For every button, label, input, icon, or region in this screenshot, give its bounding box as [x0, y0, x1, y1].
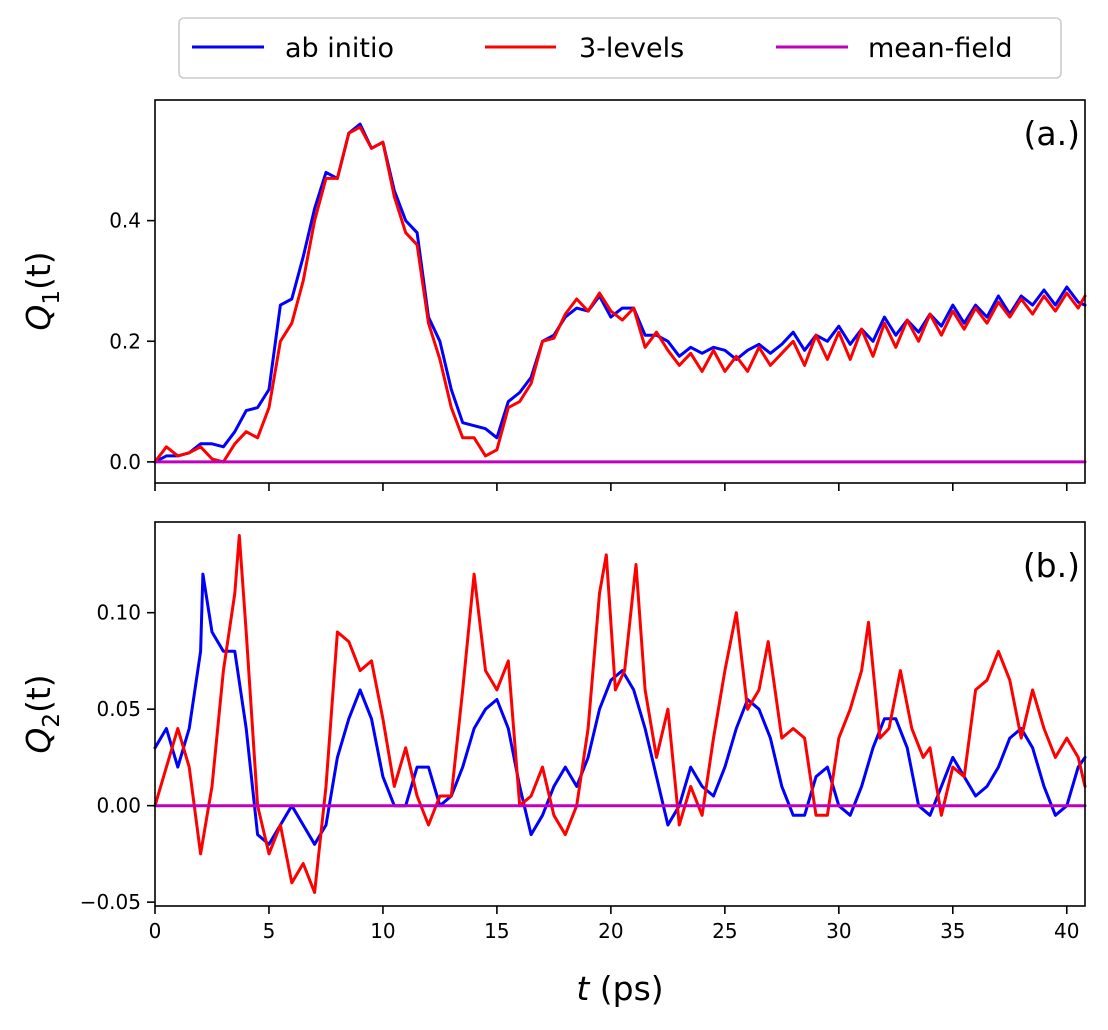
panel-b-series — [153, 534, 1087, 894]
panel-b-xtick-label: 40 — [1054, 919, 1079, 943]
panel-a-ylabel-base: Q — [19, 305, 58, 331]
panel-b-x-axis: 0 5 10 15 20 25 30 35 40 — [149, 906, 1079, 943]
legend-label-ab-initio: ab initio — [285, 33, 394, 64]
panel-a: 0.0 0.2 0.4 (a.) Q1(t) — [19, 99, 1087, 491]
panel-a-x-axis — [154, 483, 1068, 491]
panel-a-ylabel-sub: 1 — [39, 290, 65, 305]
panel-a-y-axis: 0.0 0.2 0.4 — [109, 209, 155, 474]
legend: ab initio 3-levels mean-field — [178, 17, 1062, 79]
panel-a-series-3-levels — [153, 125, 1087, 464]
panel-b: −0.050.000.050.10 0 5 10 15 20 25 30 35 40 (b.) … — [19, 521, 1087, 1008]
panel-b-xtick-label: 10 — [370, 919, 395, 943]
legend-label-mean-field: mean-field — [868, 33, 1013, 64]
panel-a-series-ab-initio — [153, 122, 1087, 464]
panel-b-xtick-label: 15 — [484, 919, 509, 943]
panel-b-label: (b.) — [1023, 546, 1080, 585]
panel-b-ytick-label: −0.05 — [80, 890, 141, 914]
panel-b-xtick-label: 35 — [940, 919, 965, 943]
x-axis-label-unit: (ps) — [589, 969, 663, 1008]
panel-a-ytick-label: 0.0 — [109, 450, 141, 474]
panel-b-frame — [154, 521, 1086, 907]
panel-b-series-3-levels — [153, 534, 1087, 894]
panel-b-ylabel: Q2(t) — [19, 674, 65, 753]
panel-b-xtick-label: 25 — [712, 919, 737, 943]
panel-a-series — [153, 122, 1087, 464]
panel-b-xtick-label: 5 — [263, 919, 276, 943]
panel-b-y-axis: −0.05 0.00 0.05 0.10 — [80, 601, 155, 914]
panel-a-ylabel-arg: (t) — [19, 251, 58, 290]
panel-b-ylabel-base: Q — [19, 728, 58, 754]
legend-frame — [178, 17, 1062, 79]
panel-a-ytick-label: 0.4 — [109, 209, 141, 233]
panel-b-xtick-label: 0 — [149, 919, 162, 943]
panel-a-label: (a.) — [1024, 114, 1080, 153]
panel-a-frame — [154, 99, 1086, 484]
panel-b-ytick-label: 0.00 — [96, 794, 141, 818]
panel-b-xtick-label: 30 — [826, 919, 851, 943]
panel-b-series-ab-initio — [153, 572, 1087, 846]
panel-b-ytick-label: 0.05 — [96, 697, 141, 721]
legend-label-3-levels: 3-levels — [579, 33, 684, 64]
x-axis-label: t (ps) — [576, 969, 663, 1008]
panel-a-ylabel: Q1(t) — [19, 251, 65, 330]
panel-a-ytick-label: 0.2 — [109, 329, 141, 353]
panel-b-ytick-label: 0.10 — [96, 601, 141, 625]
panel-b-ylabel-arg: (t) — [19, 674, 58, 713]
panel-b-xtick-label: 20 — [598, 919, 623, 943]
panel-b-ylabel-sub: 2 — [39, 713, 65, 728]
x-axis-label-var: t — [576, 969, 590, 1008]
